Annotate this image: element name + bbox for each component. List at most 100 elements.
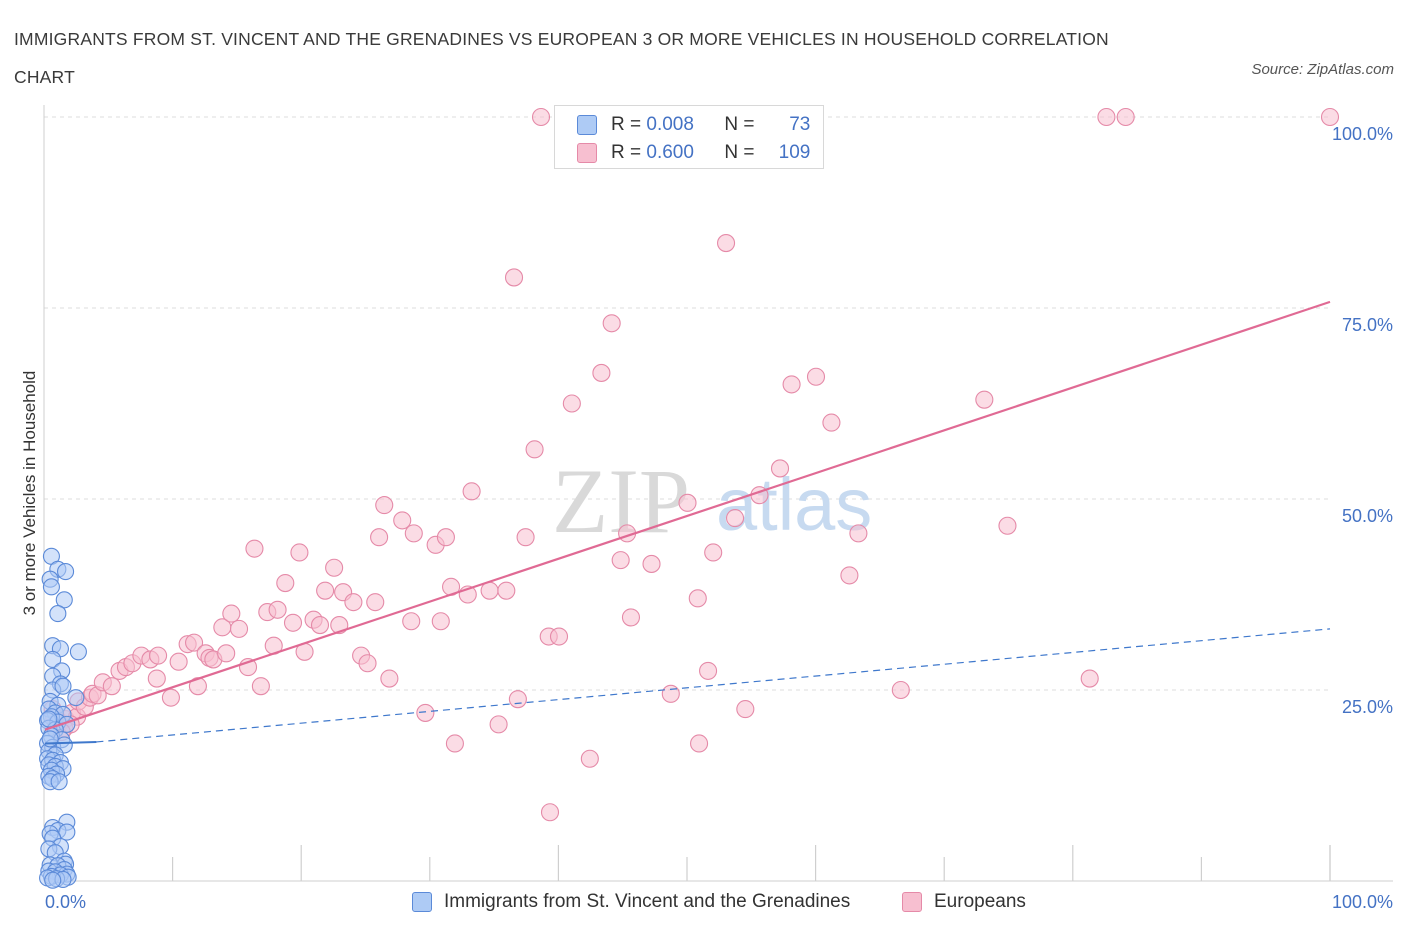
europeans-point [1080,669,1099,688]
europeans-point [489,715,508,734]
x-tick-label: 0.0% [45,892,86,912]
europeans-point [316,581,335,600]
chart-title: IMMIGRANTS FROM ST. VINCENT AND THE GREN… [14,29,1109,87]
europeans-point [690,734,709,753]
bottom-legend-europeans: Europeans [902,889,1026,915]
grid-lines [44,116,1332,691]
europeans-point [431,612,450,631]
europeans-point [497,581,516,600]
legend-r-label: R = [611,142,647,163]
europeans-point [975,390,994,409]
immigrants-trend-line-solid [44,740,97,745]
legend-r-value: 0.008 [646,114,694,135]
europeans-point [580,749,599,768]
immigrants-point [67,689,85,707]
europeans-point [393,511,412,530]
immigrants-point [40,710,58,728]
europeans-point [325,558,344,577]
bottom-legend-label-immigrants: Immigrants from St. Vincent and the Gren… [444,891,851,912]
europeans-point [806,367,826,386]
watermark-atlas: atlas [716,463,872,546]
europeans-point [310,616,330,635]
europeans-point [562,394,581,413]
y-tick-label: 25.0% [1342,697,1393,717]
legend-swatch-blue [577,115,597,135]
europeans-point [540,803,560,822]
europeans-point [508,690,527,709]
immigrants-point [69,643,87,661]
europeans-point [699,661,718,680]
europeans-point [185,633,204,652]
europeans-point [782,375,801,394]
europeans-point [549,627,569,646]
trend-lines [44,300,1331,745]
europeans-point [642,554,661,573]
bottom-legend-immigrants: Immigrants from St. Vincent and the Gren… [412,889,850,915]
legend-swatch-pink [577,143,597,163]
y-tick-label: 50.0% [1342,506,1393,526]
europeans-point [592,363,611,382]
europeans-point [149,646,168,665]
europeans-point [462,482,481,501]
europeans-point [504,268,524,287]
europeans-point [245,539,264,558]
europeans-point [445,734,464,753]
europeans-point [251,677,270,696]
europeans-point [217,644,236,663]
y-tick-label: 100.0% [1332,124,1393,144]
correlation-legend: R = 0.008 N = 73 R = 0.600 N = 109 [554,105,824,169]
immigrants-point [55,591,73,609]
europeans-point [770,459,790,478]
europeans-point [891,680,910,700]
legend-r-label: R = [611,114,647,135]
europeans-point [283,613,303,632]
europeans-point [380,669,399,688]
legend-r-value: 0.600 [646,142,694,163]
legend-n-label: N = [724,142,760,163]
europeans-point [1097,107,1116,127]
europeans-point [402,612,421,631]
europeans-point [1320,107,1340,127]
europeans-point [366,593,385,612]
bottom-legend-swatch-pink [902,892,922,912]
europeans-point [147,669,166,688]
europeans-point [725,509,745,528]
europeans-point [229,619,249,638]
europeans-point [268,600,287,619]
legend-row-europeans: R = 0.600 N = 109 [577,141,810,165]
tick-labels: 25.0% 50.0% 75.0% 100.0% 0.0% 100.0% [45,124,1393,912]
europeans-point [169,652,188,671]
europeans-point [678,493,697,512]
legend-n-value: 73 [789,114,811,135]
europeans-point [222,604,241,623]
immigrants-point [57,563,75,581]
europeans-trend-line [44,300,1331,731]
y-axis-label: 3 or more Vehicles in Household [20,371,39,616]
immigrants-point [41,730,59,748]
europeans-point [611,551,630,570]
legend-n-label: N = [724,114,760,135]
legend-n-value: 109 [778,142,811,163]
europeans-points [43,107,1340,822]
immigrants-point [44,871,62,889]
europeans-point [344,593,363,612]
europeans-point [531,107,551,127]
europeans-point [375,496,394,515]
europeans-point [102,677,121,696]
x-tick-label: 100.0% [1332,892,1393,912]
immigrants-point [54,677,72,695]
europeans-point [998,516,1017,535]
immigrants-point [49,605,67,623]
europeans-point [849,524,868,543]
source-label: Source: ZipAtlas.com [1251,61,1394,78]
immigrants-point [44,650,62,668]
europeans-point [621,608,641,627]
watermark: ZIP atlas [552,450,872,552]
bottom-legend-label-europeans: Europeans [934,891,1026,912]
europeans-point [516,528,535,547]
europeans-point [602,314,621,333]
immigrants-point [50,773,68,791]
europeans-point [688,589,707,608]
europeans-point [416,703,435,722]
